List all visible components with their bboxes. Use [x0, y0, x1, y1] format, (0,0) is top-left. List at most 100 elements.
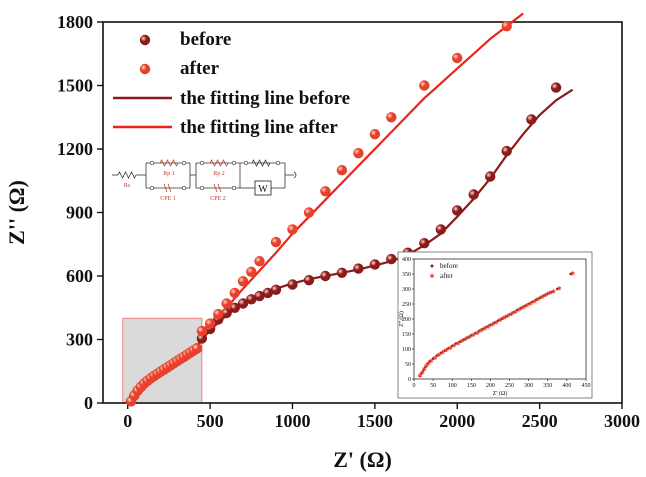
inset-point-before: [493, 321, 496, 325]
inset-point-after: ✱: [467, 334, 472, 341]
y-axis-ticks: 0 300 600 900 1200 1500 1800: [57, 12, 103, 413]
x-tick-label: 3000: [604, 411, 640, 431]
inset-point-after: ✱: [429, 358, 434, 365]
inset-point-before: [439, 351, 443, 355]
x-tick-label: 1500: [357, 411, 393, 431]
inset-x-tick-label: 400: [562, 383, 571, 389]
x-tick-label: 0: [123, 411, 132, 431]
inset-point-after: ✱: [459, 338, 464, 345]
inset-point-before: [489, 323, 492, 327]
legend-label: after: [180, 58, 220, 79]
inset-point-after: ✱: [452, 342, 457, 349]
data-point-after: [320, 186, 331, 197]
data-point-before: [485, 171, 496, 182]
inset-point-before: [481, 327, 485, 331]
inset-x-tick-label: 0: [413, 383, 416, 389]
data-point-before: [468, 189, 479, 200]
inset-legend-label: after: [440, 272, 453, 280]
inset-point-before: [556, 287, 559, 291]
y-tick-label: 1800: [57, 12, 93, 32]
inset-point-after: ✱: [513, 309, 518, 316]
inset-point-after: ✱: [532, 298, 537, 305]
x-axis-ticks: 0 500 1000 1500 2000 2500 3000: [123, 403, 640, 431]
data-point-after: [221, 298, 232, 309]
data-point-before: [336, 267, 348, 278]
inset-point-after: ✱: [448, 345, 453, 352]
inset-point-before: [443, 349, 446, 353]
inset-y-tick-label: 100: [402, 347, 411, 353]
data-point-before: [196, 333, 208, 344]
inset-point-after: ✱: [482, 326, 487, 333]
inset-y-tick-label: 300: [402, 287, 411, 293]
inset-point-after: ✱: [536, 296, 541, 303]
data-point-after: [353, 148, 364, 159]
data-point-after: [501, 21, 512, 32]
inset-x-axis-title: Z' (Ω): [493, 390, 508, 397]
inset-point-after: ✱: [517, 307, 522, 314]
inset-point-before: [535, 298, 538, 302]
inset-point-before: [550, 290, 553, 294]
inset-point-after: ✱: [475, 330, 480, 337]
inset-legend-label: before: [440, 262, 458, 270]
data-point-after: [303, 207, 315, 218]
inset-point-before: [527, 302, 530, 306]
inset-point-before: [462, 338, 466, 342]
data-point-before: [246, 294, 257, 305]
inset-x-tick-label: 200: [486, 383, 495, 389]
data-point-before: [229, 302, 240, 313]
inset-point-after: ✱: [528, 300, 533, 307]
resistor-symbol: [209, 159, 229, 167]
inset-point-before: [542, 294, 546, 297]
warburg-element-label: W: [258, 184, 268, 195]
inset-point-before: [519, 306, 523, 310]
inset-x-tick-label: 450: [582, 383, 591, 389]
circuit-node: [149, 185, 155, 191]
legend-marker-after: [139, 63, 151, 75]
data-point-after: [287, 224, 298, 235]
inset-point-before: [447, 347, 450, 350]
inset-point-before: [508, 313, 511, 316]
inset-point-before: [418, 374, 422, 378]
data-point-before: [221, 307, 232, 319]
data-point-before: [386, 253, 397, 265]
inset-y-tick-label: 50: [405, 362, 411, 368]
data-point-after: [237, 276, 249, 287]
inset-point-after: ✱: [557, 285, 562, 292]
cpe-symbol: [217, 183, 222, 193]
inset-y-axis-title: Z'' (Ω): [398, 311, 405, 327]
inset-point-after: ✱: [478, 328, 483, 335]
x-tick-label: 2000: [439, 411, 475, 431]
inset-point-after: ✱: [524, 303, 529, 310]
data-point-before: [353, 263, 364, 274]
inset-point-before: [477, 330, 481, 333]
inset-point-after: ✱: [436, 352, 441, 359]
inset-x-tick-label: 150: [467, 383, 476, 389]
inset-y-tick-label: 0: [408, 377, 411, 383]
inset-point-before: [485, 325, 488, 329]
inset-point-after: ✱: [444, 347, 449, 354]
data-point-before: [526, 114, 537, 125]
y-tick-label: 1500: [57, 76, 93, 96]
circuit-node: [199, 160, 205, 166]
circuit-node: [181, 185, 187, 191]
inset-point-before: [426, 362, 429, 366]
inset-y-tick-label: 400: [402, 257, 411, 263]
data-point-after: [229, 287, 240, 299]
inset-point-before: [515, 309, 519, 312]
resistor-symbol: [251, 159, 271, 167]
inset-point-after: ✱: [424, 363, 429, 370]
inset-point-before: [420, 371, 423, 375]
inset-legend-marker-after: ✱: [429, 273, 434, 280]
y-axis-title: Z'' (Ω): [4, 180, 29, 245]
inset-x-tick-label: 350: [543, 383, 552, 389]
resistor-symbol: [159, 159, 179, 167]
inset-point-after: ✱: [547, 290, 552, 297]
cpe-symbol: [163, 183, 168, 193]
inset-point-after: ✱: [494, 319, 499, 326]
data-point-before: [501, 145, 512, 157]
inset-point-after: ✱: [471, 332, 476, 339]
data-point-after: [204, 318, 216, 329]
data-point-after: [191, 343, 203, 354]
inset-x-tick-label: 300: [524, 383, 533, 389]
